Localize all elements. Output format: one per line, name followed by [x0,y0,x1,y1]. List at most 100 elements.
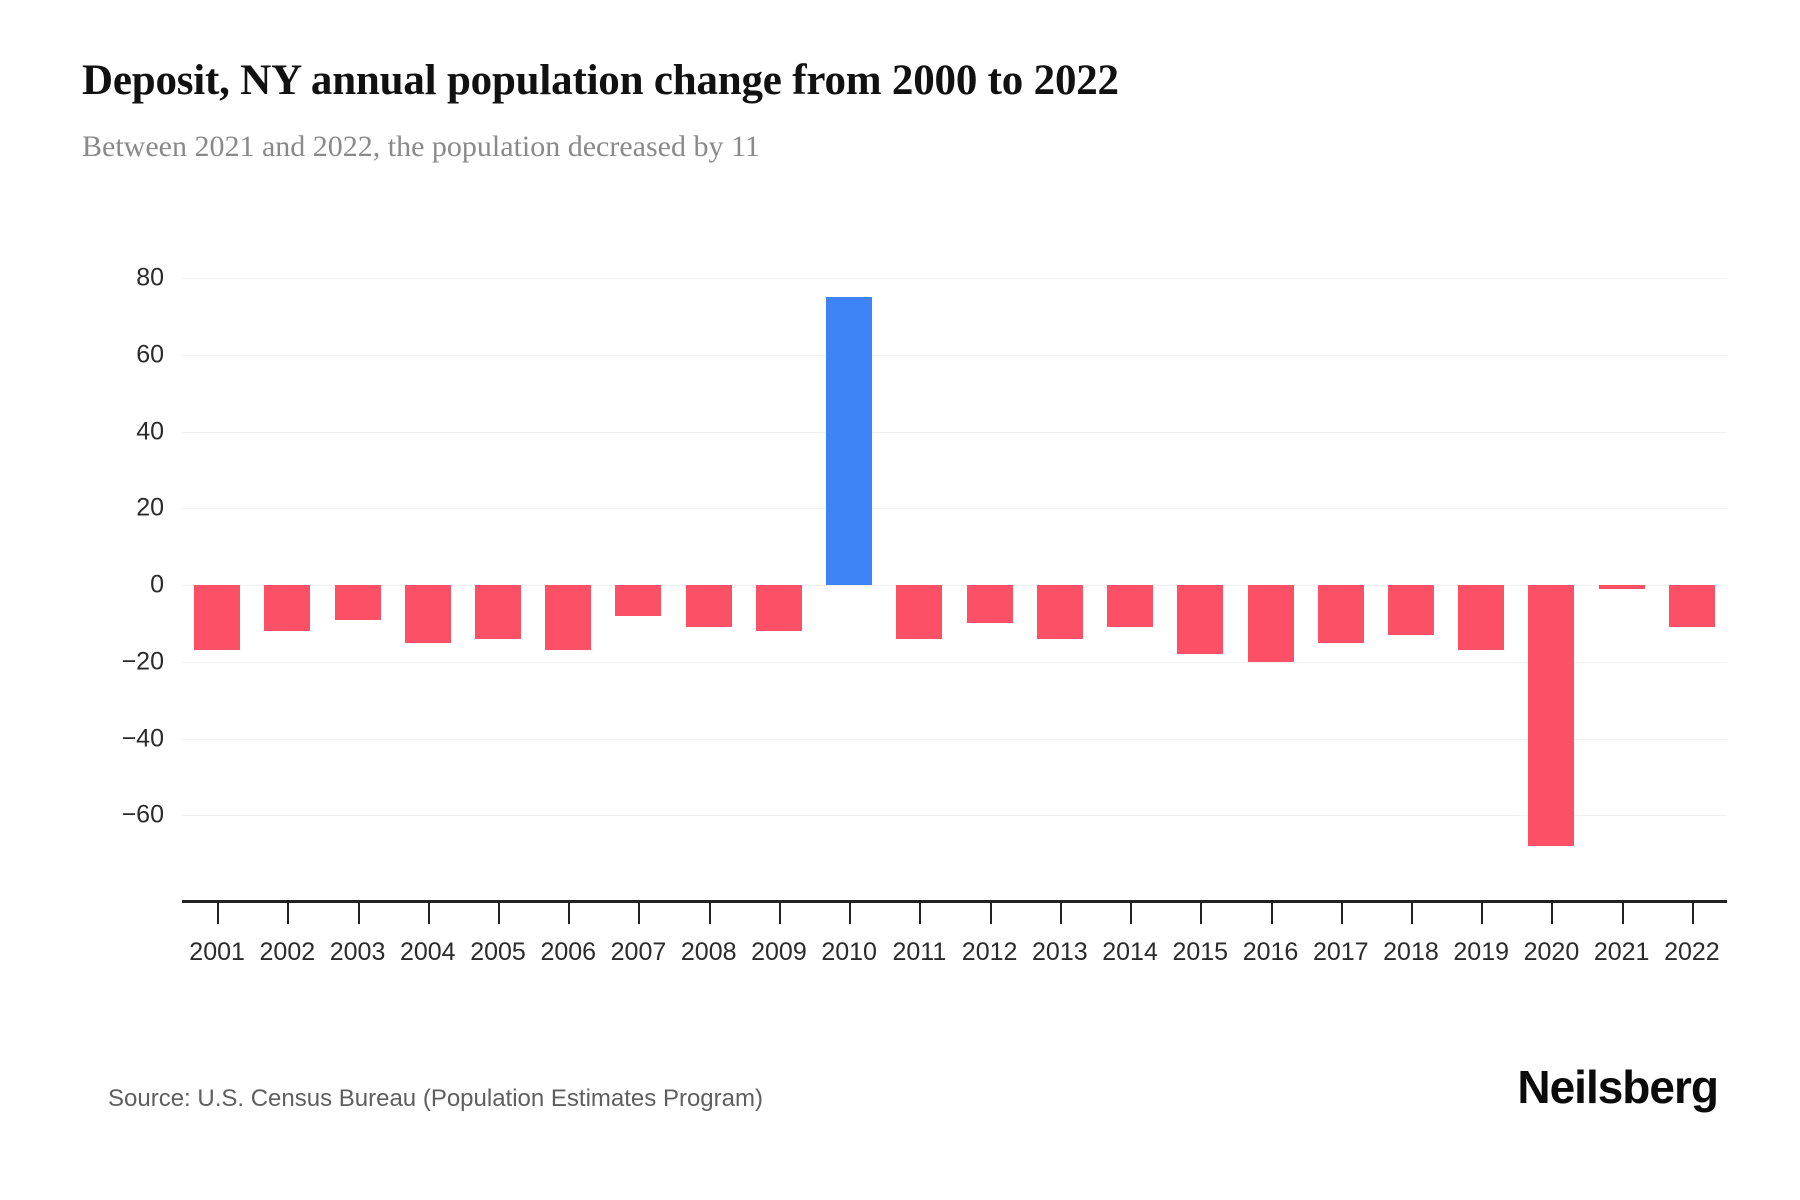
bar-slot [1165,278,1235,850]
bar[interactable] [1247,585,1294,662]
gridline [182,661,1727,663]
x-axis-tick-label: 2010 [821,938,877,966]
y-axis-tick-label: −60 [121,800,164,829]
gridline [182,431,1727,433]
x-axis-tick-label: 2021 [1593,938,1650,966]
x-axis-tick-label: 2011 [892,938,947,966]
bar-slot [252,278,322,850]
bar-slot [1516,278,1586,850]
bar-slot [533,278,603,850]
x-axis-tick-label: 2001 [189,938,245,966]
bar[interactable] [475,585,522,639]
x-axis-tick-label: 2022 [1664,938,1720,966]
bar-slot [1095,278,1165,850]
x-axis-tick [427,900,430,924]
x-axis-tick [498,900,501,924]
y-axis-tick-label: 80 [136,263,164,292]
bar[interactable] [966,585,1013,624]
x-axis-tick [287,900,290,924]
x-axis-tick [989,900,992,924]
y-axis-tick-label: −40 [121,724,164,753]
bar-slot [1376,278,1446,850]
x-axis-tick [357,900,360,924]
bar-slot [463,278,533,850]
x-axis-tick-label: 2019 [1453,938,1510,966]
plot-area: 80 60 40 20 0 −20 −40 −60 [122,264,1727,850]
bar[interactable] [1036,585,1083,639]
y-axis-tick-label: 20 [136,493,164,522]
bar[interactable] [1177,585,1224,655]
x-axis-tick-label: 2005 [470,938,526,966]
bar[interactable] [755,585,802,632]
x-axis-tick [708,900,711,924]
x-axis-tick-label: 2018 [1383,938,1439,966]
x-axis-tick [1410,900,1413,924]
x-axis-tick [638,900,641,924]
gridline [182,585,1727,587]
bar[interactable] [1598,585,1645,589]
x-axis-tick [1551,900,1554,924]
bar[interactable] [826,297,873,586]
gridline [182,815,1727,817]
x-axis-tick-label: 2004 [399,938,456,966]
x-axis-tick [778,900,781,924]
bar-slot [884,278,954,850]
x-axis-tick [1621,900,1624,924]
bar-slot [1025,278,1095,850]
bar[interactable] [404,585,451,643]
bar-slot [674,278,744,850]
x-axis-tick-label: 2006 [540,938,597,966]
bar-slot [1446,278,1516,850]
bar[interactable] [264,585,311,632]
bar-slot [393,278,463,850]
bar-slot [603,278,673,850]
bar-slot [814,278,884,850]
bar[interactable] [1458,585,1505,651]
x-axis-tick [1340,900,1343,924]
y-axis-tick-label: 0 [150,570,164,599]
bar[interactable] [194,585,241,651]
x-axis-tick [849,900,852,924]
x-axis-tick-label: 2009 [751,938,807,966]
x-axis-tick-label: 2015 [1172,938,1229,966]
bar[interactable] [615,585,662,616]
x-axis-line [182,900,1727,903]
gridline [182,354,1727,356]
y-axis-tick-label: 40 [136,417,164,446]
x-axis-tick [568,900,571,924]
bar-slot [744,278,814,850]
x-axis-tick [1691,900,1694,924]
y-axis-tick-label: −20 [121,647,164,676]
bar-slot [1306,278,1376,850]
bar[interactable] [1528,585,1575,847]
bar[interactable] [685,585,732,628]
x-axis-tick [1270,900,1273,924]
y-axis-tick-label: 60 [136,340,164,369]
x-axis-tick-label: 2012 [961,938,1018,966]
bar[interactable] [1668,585,1715,628]
gridline [182,278,1727,279]
x-axis-tick [1481,900,1484,924]
gridline [182,738,1727,740]
bar-series [182,278,1727,850]
x-axis-tick [1130,900,1133,924]
x-axis-tick-label: 2017 [1312,938,1369,966]
bar-slot [955,278,1025,850]
bar[interactable] [1107,585,1154,628]
x-axis-tick [1059,900,1062,924]
page-subtitle: Between 2021 and 2022, the population de… [82,130,760,163]
bar-slot [1657,278,1727,850]
bar[interactable] [334,585,381,620]
bar[interactable] [1387,585,1434,635]
x-axis-tick-label: 2013 [1032,938,1088,966]
source-note: Source: U.S. Census Bureau (Population E… [108,1085,763,1112]
x-axis-tick-label: 2007 [610,938,667,966]
bar[interactable] [896,585,943,639]
page-title: Deposit, NY annual population change fro… [82,57,1119,104]
bar[interactable] [545,585,592,651]
x-axis-tick-label: 2016 [1242,938,1299,966]
x-axis-tick-label: 2020 [1523,938,1580,966]
x-axis-tick [919,900,922,924]
x-axis-tick [217,900,220,924]
bar[interactable] [1317,585,1364,643]
